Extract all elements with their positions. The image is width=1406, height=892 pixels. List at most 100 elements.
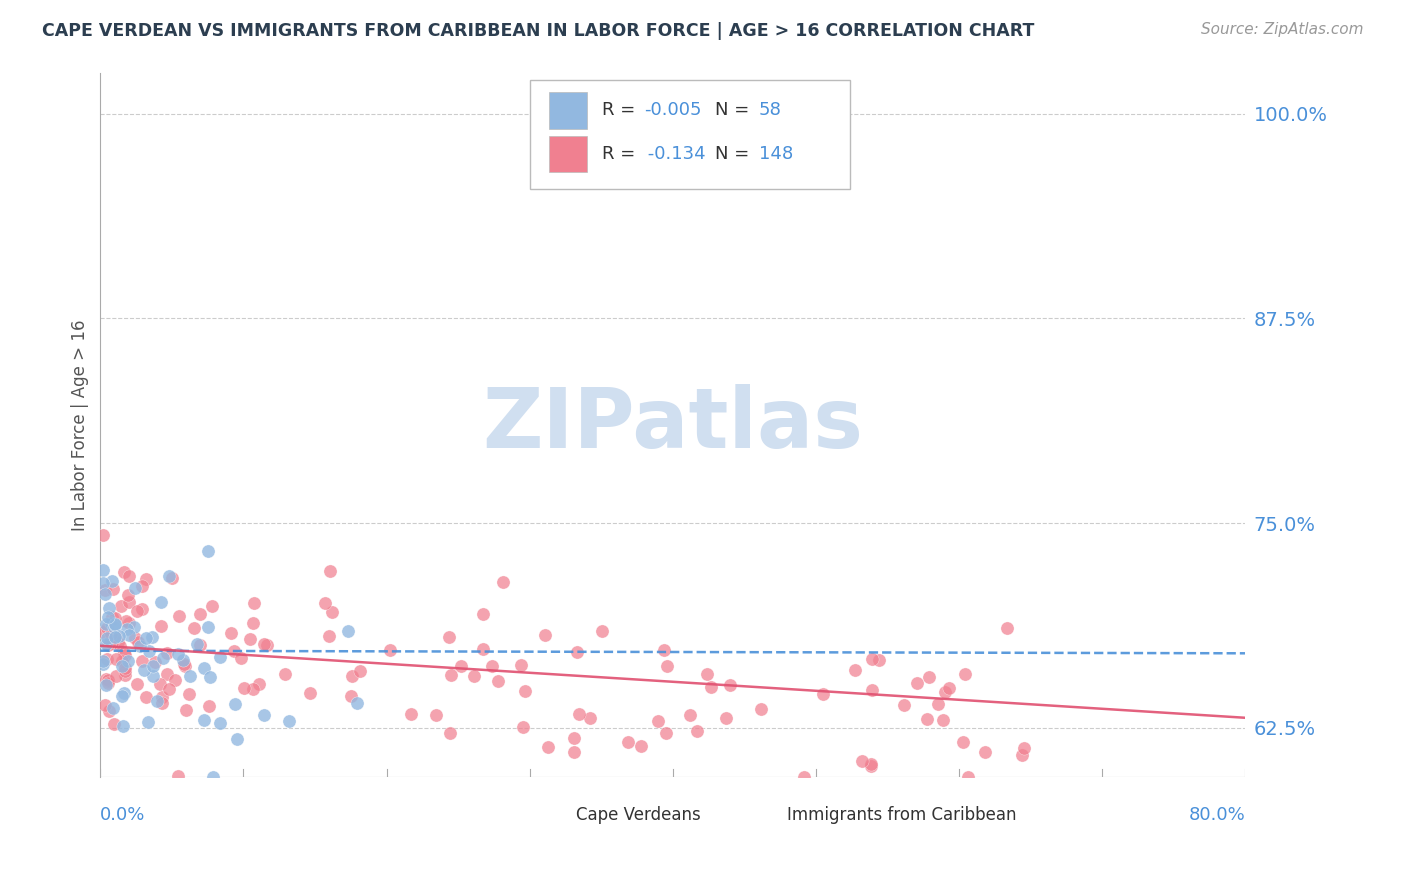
Point	[298, 686, 321, 700]
Point	[167, 609, 190, 624]
Point	[96, 652, 118, 666]
Point	[174, 703, 197, 717]
Point	[107, 635, 129, 649]
Point	[112, 647, 135, 661]
Point	[96, 672, 118, 686]
Point	[647, 714, 669, 728]
Point	[104, 652, 127, 666]
Point	[492, 574, 515, 589]
Point	[278, 714, 301, 728]
Point	[172, 653, 194, 667]
Point	[143, 655, 166, 669]
Point	[112, 685, 135, 699]
Point	[135, 631, 157, 645]
Point	[132, 663, 155, 677]
Text: 148: 148	[759, 145, 793, 163]
Point	[160, 571, 183, 585]
Point	[152, 651, 174, 665]
Point	[339, 690, 361, 704]
Point	[166, 647, 188, 661]
Point	[96, 620, 118, 634]
Text: 58: 58	[759, 102, 782, 120]
Text: Cape Verdeans: Cape Verdeans	[575, 806, 700, 824]
Text: -0.005: -0.005	[644, 102, 702, 120]
Point	[141, 659, 163, 673]
Point	[141, 630, 163, 644]
Point	[233, 681, 256, 696]
Point	[112, 565, 135, 579]
Point	[591, 624, 613, 638]
Point	[957, 770, 980, 784]
Point	[124, 631, 146, 645]
Point	[534, 628, 557, 642]
Point	[149, 595, 172, 609]
Point	[105, 669, 128, 683]
Point	[114, 648, 136, 662]
Point	[96, 631, 118, 645]
Point	[101, 701, 124, 715]
Point	[103, 582, 125, 596]
Text: 0.0%: 0.0%	[100, 806, 146, 824]
Point	[157, 682, 180, 697]
Point	[94, 582, 117, 597]
Point	[242, 615, 264, 630]
Point	[114, 664, 136, 678]
Point	[94, 637, 117, 651]
Point	[114, 668, 136, 682]
Point	[91, 575, 114, 590]
Point	[579, 711, 602, 725]
Point	[654, 726, 676, 740]
Text: CAPE VERDEAN VS IMMIGRANTS FROM CARIBBEAN IN LABOR FORCE | AGE > 16 CORRELATION : CAPE VERDEAN VS IMMIGRANTS FROM CARIBBEA…	[42, 22, 1035, 40]
Point	[239, 632, 262, 646]
Point	[157, 568, 180, 582]
Point	[226, 731, 249, 746]
Point	[150, 619, 173, 633]
FancyBboxPatch shape	[530, 80, 851, 189]
Point	[321, 606, 343, 620]
Point	[471, 607, 494, 621]
Point	[512, 720, 534, 734]
Point	[97, 674, 120, 689]
Point	[190, 607, 212, 621]
Point	[97, 638, 120, 652]
Point	[513, 684, 536, 698]
Point	[346, 696, 368, 710]
Point	[562, 731, 585, 746]
Point	[131, 579, 153, 593]
Text: -0.134: -0.134	[643, 145, 706, 163]
Point	[193, 661, 215, 675]
Point	[104, 611, 127, 625]
Point	[108, 639, 131, 653]
Point	[110, 599, 132, 613]
Point	[97, 673, 120, 687]
Point	[686, 723, 709, 738]
Point	[118, 595, 141, 609]
Point	[932, 713, 955, 727]
Point	[481, 659, 503, 673]
Point	[91, 528, 114, 542]
Point	[811, 687, 834, 701]
Text: N =: N =	[716, 102, 755, 120]
Point	[103, 617, 125, 632]
Point	[439, 630, 461, 644]
Point	[953, 667, 976, 681]
Text: N =: N =	[716, 145, 755, 163]
Point	[118, 569, 141, 583]
Point	[197, 698, 219, 713]
Point	[231, 651, 253, 665]
Text: R =: R =	[602, 102, 641, 120]
Point	[718, 678, 741, 692]
Point	[91, 625, 114, 640]
Point	[134, 573, 156, 587]
Point	[131, 654, 153, 668]
Point	[96, 609, 118, 624]
Point	[696, 667, 718, 681]
Point	[122, 620, 145, 634]
Point	[995, 621, 1018, 635]
Text: 80.0%: 80.0%	[1188, 806, 1246, 824]
Point	[131, 602, 153, 616]
Point	[862, 682, 884, 697]
Point	[273, 667, 295, 681]
Point	[319, 564, 342, 578]
Point	[104, 629, 127, 643]
